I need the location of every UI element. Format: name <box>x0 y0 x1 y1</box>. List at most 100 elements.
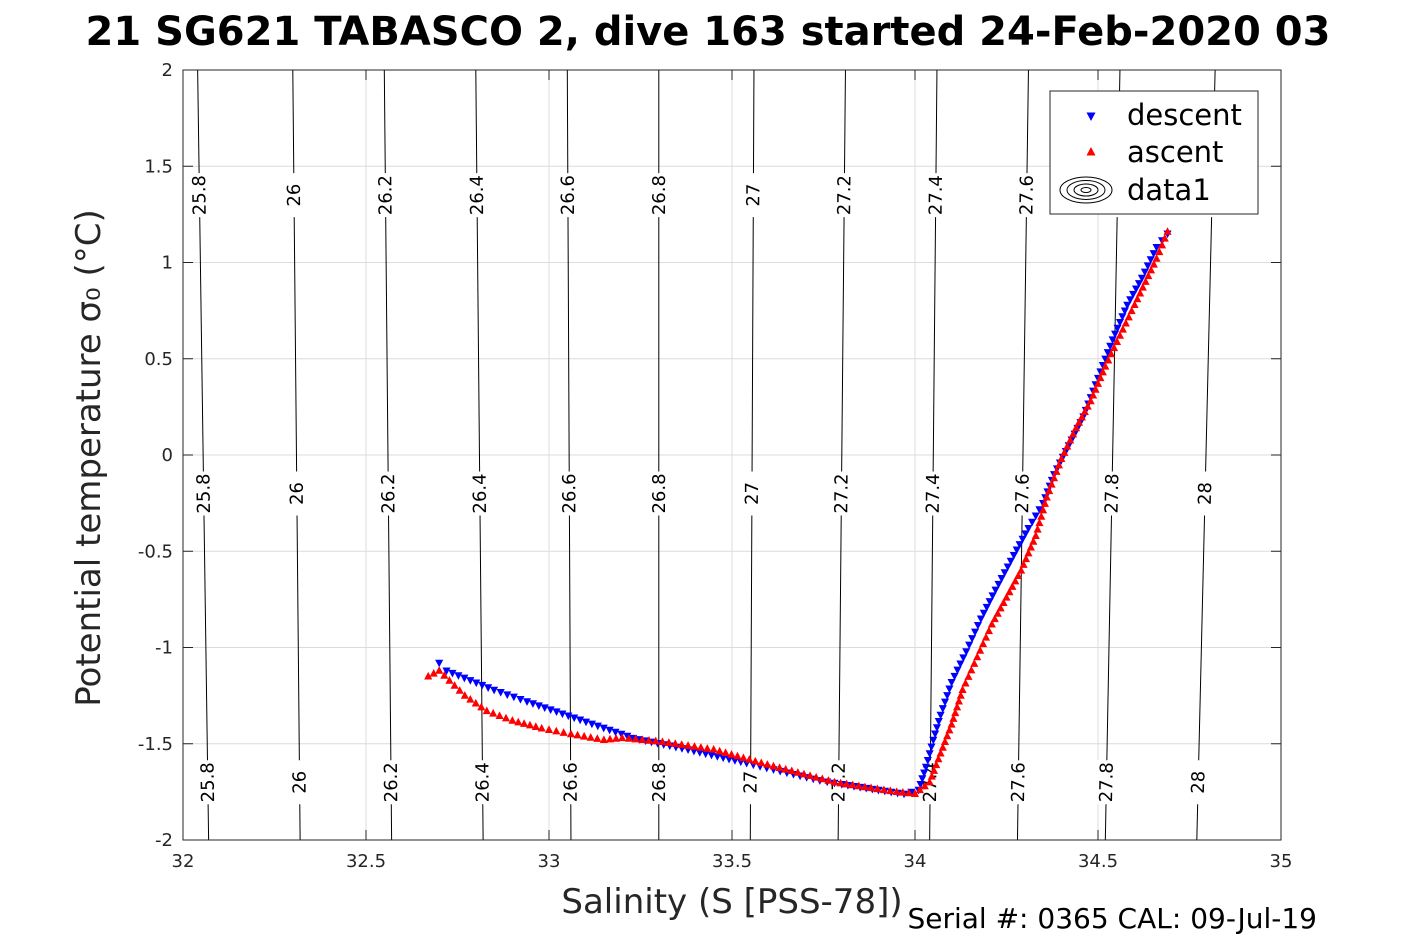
ascent-point <box>818 774 827 783</box>
ascent-point <box>1115 331 1125 339</box>
contour-label: 28 <box>1195 482 1217 505</box>
descent-point <box>1137 274 1146 283</box>
ascent-point <box>715 746 724 755</box>
ascent-point <box>842 779 851 788</box>
ascent-point <box>703 744 712 752</box>
descent-point <box>1103 349 1112 357</box>
contour-label-gap <box>1005 760 1031 805</box>
descent-point <box>979 609 988 618</box>
descent-point <box>516 695 525 704</box>
ascent-point <box>429 668 438 677</box>
descent-point <box>916 781 925 789</box>
ascent-point <box>435 666 444 674</box>
descent-point <box>997 575 1006 583</box>
ascent-point <box>1047 480 1056 488</box>
ascent-point <box>1147 265 1156 274</box>
ascent-point <box>709 745 718 753</box>
ascent-point <box>873 784 882 793</box>
x-tick-label: 35 <box>1270 851 1293 872</box>
descent-point <box>466 677 475 685</box>
contour-label: 26.6 <box>559 473 580 513</box>
legend-box <box>1049 90 1259 215</box>
contour-label: 27.6 <box>1016 175 1038 215</box>
descent-point <box>478 681 487 690</box>
ascent-point <box>949 714 958 722</box>
ascent-point <box>1138 283 1147 291</box>
descent-point <box>988 592 997 601</box>
contour-label: 26.4 <box>467 175 488 215</box>
ascent-point <box>920 781 929 790</box>
descent-point <box>442 667 451 676</box>
contour-label: 26.8 <box>649 175 670 215</box>
ascent-point <box>1039 505 1048 514</box>
ascent-point <box>836 778 845 787</box>
ascent-point <box>806 771 815 779</box>
ascent-point <box>1130 300 1139 308</box>
ascent-point <box>1107 349 1116 358</box>
ascent-point <box>1077 412 1086 421</box>
ascent-point <box>745 755 754 763</box>
contour-label-gap <box>1185 759 1211 805</box>
contour-label-gap <box>1010 471 1035 516</box>
y-tick-label: -2 <box>155 830 173 851</box>
ascent-point <box>1045 486 1054 495</box>
descent-point <box>921 763 931 772</box>
descent-point <box>546 706 555 715</box>
ascent-point <box>910 789 920 797</box>
ascent-point <box>934 754 943 763</box>
ascent-point <box>531 722 540 730</box>
figure-title: 21 SG621 TABASCO 2, dive 163 started 24-… <box>86 9 1331 55</box>
x-tick-label: 32.5 <box>346 851 386 872</box>
ascent-point <box>566 729 576 738</box>
descent-point <box>1126 296 1135 304</box>
legend-ascent-marker <box>1086 147 1096 156</box>
ascent-point <box>1144 271 1153 280</box>
contour-label-gap <box>558 760 583 805</box>
contour-label: 26.8 <box>649 762 670 802</box>
ascent-point <box>953 702 962 711</box>
descent-point <box>576 716 585 725</box>
contour-label: 27.8 <box>1102 473 1124 513</box>
contour-label-gap <box>1094 760 1119 805</box>
descent-point <box>472 679 481 688</box>
descent-point <box>962 648 971 656</box>
ascent-point <box>450 681 459 689</box>
ascent-point <box>1110 343 1119 352</box>
contour-label: 26.6 <box>558 175 579 215</box>
contour-label-gap <box>832 173 857 218</box>
descent-point <box>1146 256 1155 264</box>
ascent-point <box>1149 259 1158 268</box>
descent-point <box>934 717 943 726</box>
descent-point <box>1118 313 1127 321</box>
descent-point <box>1028 518 1037 527</box>
ascent-point <box>1124 312 1133 321</box>
descent-point <box>581 718 591 727</box>
ascent-point <box>1074 418 1084 426</box>
ascent-point <box>1069 429 1078 438</box>
descent-point <box>956 660 965 669</box>
ascent-point <box>605 734 615 743</box>
descent-point <box>945 685 954 694</box>
ascent-point <box>1024 548 1033 557</box>
descent-point <box>1003 563 1012 572</box>
descent-point <box>985 598 994 606</box>
descent-point <box>496 689 505 697</box>
contour-label: 27 <box>742 482 763 505</box>
ascent-point <box>1086 396 1095 405</box>
descent-point <box>923 756 932 765</box>
descent-point <box>490 686 499 695</box>
ascent-point <box>690 742 699 750</box>
ascent-point <box>1054 460 1064 469</box>
serial-cal-note: Serial #: 0365 CAL: 09-Jul-19 <box>907 902 1317 935</box>
ascent-point <box>544 725 554 733</box>
ascent-point <box>781 764 790 773</box>
ascent-point <box>677 740 686 748</box>
descent-point <box>454 672 463 680</box>
contour-label: 26 <box>289 771 310 794</box>
ascent-point <box>830 777 839 786</box>
ascent-point <box>586 733 595 741</box>
contour-label: 26 <box>287 482 308 505</box>
ascent-point <box>967 665 976 674</box>
descent-point <box>940 698 950 707</box>
